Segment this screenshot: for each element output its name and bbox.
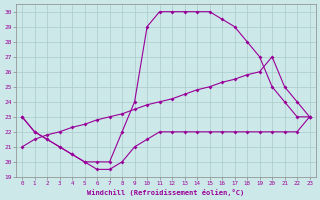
X-axis label: Windchill (Refroidissement éolien,°C): Windchill (Refroidissement éolien,°C)	[87, 189, 244, 196]
